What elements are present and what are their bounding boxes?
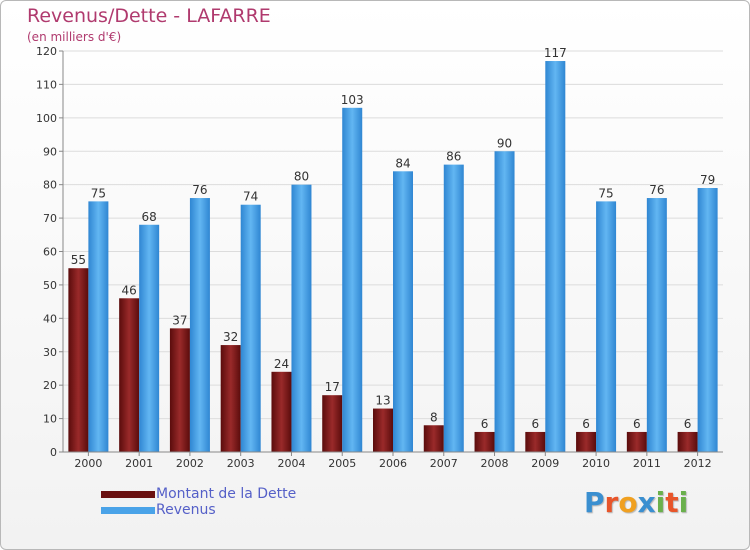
y-tick-label: 10 <box>43 413 57 426</box>
data-label-dette: 6 <box>582 417 590 431</box>
bar-revenus <box>545 61 566 453</box>
bar-revenus <box>342 107 363 452</box>
data-label-dette: 8 <box>430 410 438 424</box>
bar-dette <box>322 395 343 452</box>
chart-title: Revenus/Dette - LAFARRE <box>27 5 271 27</box>
y-tick-label: 60 <box>43 246 57 259</box>
data-label-revenus: 68 <box>142 210 157 224</box>
y-tick-label: 80 <box>43 179 57 192</box>
x-tick-label: 2004 <box>277 457 305 470</box>
x-tick-label: 2005 <box>328 457 356 470</box>
bar-dette <box>626 431 647 452</box>
bar-dette <box>220 345 241 452</box>
legend-label-dette: Montant de la Dette <box>156 486 297 502</box>
data-labels: 55 75 46 68 37 76 32 74 24 80 17 103 13 84 8 86 6 90 6 117 6… <box>71 46 716 431</box>
data-label-revenus: 76 <box>649 183 664 197</box>
y-tick-label: 120 <box>36 45 57 58</box>
x-tick-label: 2009 <box>531 457 559 470</box>
bar-dette <box>423 425 444 452</box>
y-tick-label: 40 <box>43 312 57 325</box>
legend-swatch-revenus <box>101 507 155 514</box>
data-label-dette: 6 <box>481 417 489 431</box>
data-label-revenus: 75 <box>598 186 613 200</box>
proxiti-logo: Proxiti <box>584 486 689 519</box>
x-tick-label: 2002 <box>176 457 204 470</box>
bar-revenus <box>697 188 718 452</box>
data-label-revenus: 117 <box>544 46 567 60</box>
bar-dette <box>677 431 698 452</box>
x-tick-label: 2010 <box>582 457 610 470</box>
y-tick-label: 20 <box>43 379 57 392</box>
data-label-dette: 17 <box>325 380 340 394</box>
y-tick-label: 0 <box>50 446 57 459</box>
y-tick-label: 30 <box>43 346 57 359</box>
bar-revenus <box>646 198 667 452</box>
data-label-dette: 6 <box>633 417 641 431</box>
data-label-revenus: 80 <box>294 170 309 184</box>
y-axis-ticks: 0 10 20 30 40 50 60 70 80 90 100 110 120 <box>36 45 63 459</box>
data-label-dette: 6 <box>684 417 692 431</box>
bar-revenus <box>291 184 312 452</box>
y-tick-label: 70 <box>43 212 57 225</box>
data-label-revenus: 103 <box>341 93 364 107</box>
data-label-dette: 32 <box>223 330 238 344</box>
bar-revenus <box>240 204 261 452</box>
y-tick-label: 100 <box>36 112 57 125</box>
data-label-revenus: 84 <box>395 156 410 170</box>
data-label-revenus: 90 <box>497 136 512 150</box>
y-tick-label: 110 <box>36 78 57 91</box>
data-label-revenus: 86 <box>446 150 461 164</box>
data-label-revenus: 74 <box>243 190 258 204</box>
bar-dette <box>271 371 292 452</box>
y-tick-label: 90 <box>43 145 57 158</box>
bar-dette <box>373 408 393 452</box>
x-tick-label: 2001 <box>125 457 153 470</box>
data-label-dette: 24 <box>274 357 289 371</box>
legend-swatch-dette <box>101 491 155 498</box>
bar-revenus <box>494 151 515 452</box>
bar-revenus <box>189 198 210 452</box>
bars <box>68 61 718 453</box>
x-tick-label: 2000 <box>74 457 102 470</box>
bar-dette <box>474 431 495 452</box>
bar-revenus <box>443 164 464 452</box>
bar-dette <box>576 431 597 452</box>
y-tick-label: 50 <box>43 279 57 292</box>
x-tick-label: 2008 <box>481 457 509 470</box>
bar-dette <box>119 298 140 452</box>
data-label-dette: 37 <box>172 313 187 327</box>
data-label-revenus: 76 <box>192 183 207 197</box>
data-label-revenus: 75 <box>91 186 106 200</box>
data-label-dette: 6 <box>531 417 539 431</box>
x-tick-label: 2012 <box>684 457 712 470</box>
bar-revenus <box>393 171 413 453</box>
bar-dette <box>68 268 89 452</box>
bar-revenus <box>596 201 617 452</box>
legend-label-revenus: Revenus <box>156 502 216 518</box>
data-label-revenus: 79 <box>700 173 715 187</box>
bar-revenus <box>139 224 160 452</box>
x-tick-label: 2006 <box>379 457 407 470</box>
x-tick-label: 2011 <box>633 457 661 470</box>
data-label-dette: 55 <box>71 253 86 267</box>
bar-dette <box>169 328 190 452</box>
x-tick-label: 2007 <box>430 457 458 470</box>
chart-subtitle: (en milliers d'€) <box>27 30 122 44</box>
bar-dette <box>525 431 546 452</box>
x-tick-label: 2003 <box>227 457 255 470</box>
x-axis-ticks: 2000 2001 2002 2003 2004 2005 2006 2007 2008 2009… <box>74 452 712 470</box>
bar-revenus <box>88 201 109 452</box>
data-label-dette: 46 <box>122 283 137 297</box>
data-label-dette: 13 <box>375 394 390 408</box>
